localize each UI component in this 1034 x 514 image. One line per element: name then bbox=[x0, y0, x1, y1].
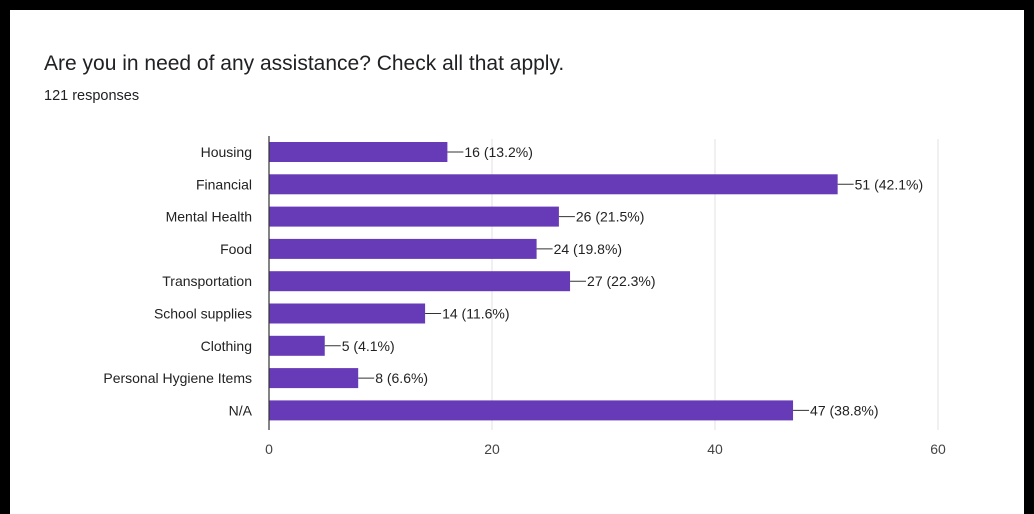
bar bbox=[269, 400, 794, 421]
data-label: 27 (22.3%) bbox=[587, 273, 655, 289]
bar bbox=[269, 142, 448, 162]
category-label: School supplies bbox=[154, 306, 252, 322]
bars: 16 (13.2%) 51 (42.1%) 26 (21.5%) 24 (19.8%)… bbox=[269, 142, 923, 421]
response-count: 121 responses bbox=[44, 88, 140, 104]
category-label: Personal Hygiene Items bbox=[103, 370, 252, 386]
category-label: Financial bbox=[196, 176, 252, 192]
chart-card: Are you in need of any assistance? Check… bbox=[10, 10, 1024, 514]
data-label: 5 (4.1%) bbox=[342, 338, 395, 354]
bar bbox=[269, 271, 571, 292]
data-label: 26 (21.5%) bbox=[576, 209, 644, 225]
bar bbox=[269, 335, 325, 356]
data-label: 8 (6.6%) bbox=[375, 370, 428, 386]
data-label: 24 (19.8%) bbox=[554, 241, 622, 257]
x-tick-label: 60 bbox=[930, 441, 946, 457]
bar bbox=[269, 368, 359, 389]
category-label: Mental Health bbox=[166, 209, 252, 225]
category-label: Clothing bbox=[201, 338, 252, 354]
bar bbox=[269, 238, 537, 259]
category-label: N/A bbox=[229, 402, 253, 418]
question-title: Are you in need of any assistance? Check… bbox=[44, 52, 565, 75]
bar bbox=[269, 206, 559, 227]
category-label: Housing bbox=[201, 144, 252, 160]
bar bbox=[269, 303, 426, 324]
data-label: 16 (13.2%) bbox=[464, 144, 532, 160]
data-label: 14 (11.6%) bbox=[442, 306, 509, 322]
axes: 0 20 40 60 Housing Financial Mental Health Food… bbox=[103, 136, 946, 457]
x-tick-label: 0 bbox=[265, 441, 273, 457]
bar bbox=[269, 174, 838, 195]
x-tick-label: 20 bbox=[484, 441, 500, 457]
category-label: Food bbox=[220, 241, 252, 257]
data-label: 47 (38.8%) bbox=[810, 402, 878, 418]
category-label: Transportation bbox=[162, 273, 252, 289]
x-tick-label: 40 bbox=[707, 441, 723, 457]
bar-chart: 16 (13.2%) 51 (42.1%) 26 (21.5%) 24 (19.8%)… bbox=[103, 136, 946, 457]
data-label: 51 (42.1%) bbox=[855, 176, 923, 192]
